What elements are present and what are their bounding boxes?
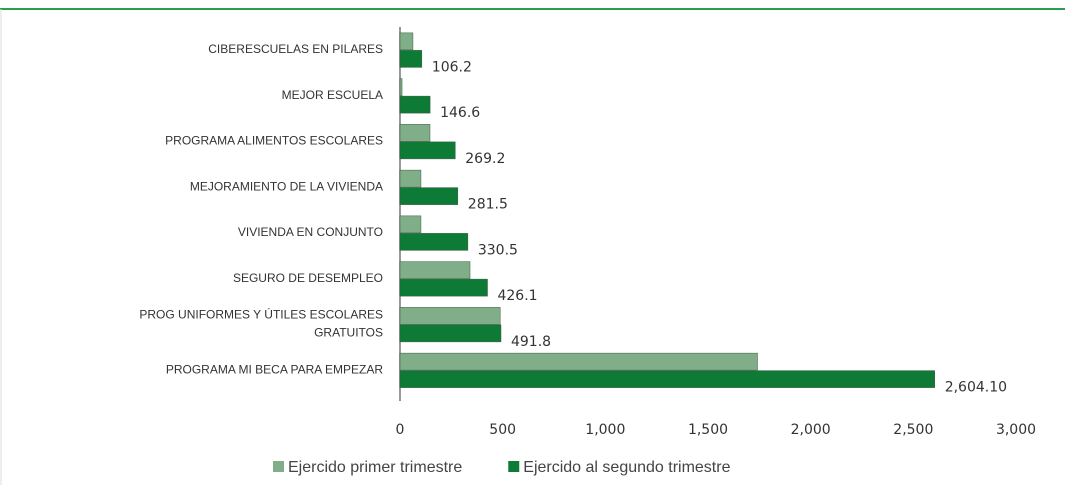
bar (399, 324, 502, 343)
category-label: PROG UNIFORMES Y ÚTILES ESCOLARES GRATUIT… (139, 307, 383, 340)
value-label: 281.5 (468, 197, 508, 213)
category-label: MEJORAMIENTO DE LA VIVIENDA (190, 179, 383, 193)
bar (399, 95, 431, 114)
legend-swatch (273, 461, 284, 472)
x-tick-label: 2,000 (791, 422, 831, 438)
bar (399, 124, 431, 142)
bar (399, 187, 459, 205)
category-label: VIVIENDA EN CONJUNTO (238, 225, 383, 239)
bar (399, 370, 935, 388)
value-label: 491.8 (511, 334, 551, 350)
bar (399, 169, 422, 188)
bar (399, 32, 414, 51)
legend-label: Ejercido al segundo trimestre (523, 459, 730, 476)
category-label: PROGRAMA MI BECA PARA EMPEZAR (166, 362, 383, 376)
category-label: PROGRAMA ALIMENTOS ESCOLARES (165, 134, 383, 148)
bar (399, 215, 422, 234)
x-tick-label: 500 (489, 422, 516, 438)
category-label: SEGURO DE DESEMPLEO (233, 271, 383, 285)
x-tick-label: 1,500 (688, 422, 728, 438)
category-label: CIBERESCUELAS EN PILARES (208, 42, 383, 56)
value-label: 146.6 (440, 105, 480, 121)
bar (399, 261, 471, 279)
bar (399, 278, 488, 297)
bar (399, 50, 423, 68)
value-label: 269.2 (465, 151, 505, 167)
x-tick-label: 2,500 (893, 422, 933, 438)
legend-swatch (508, 461, 520, 472)
bar (399, 78, 403, 96)
x-tick-label: 0 (396, 422, 405, 438)
bar (399, 141, 456, 160)
x-tick-label: 3,000 (996, 422, 1036, 438)
bar (399, 352, 758, 371)
bar (399, 307, 501, 325)
category-label: MEJOR ESCUELA (282, 88, 383, 102)
value-label: 426.1 (497, 288, 537, 304)
value-label: 106.2 (432, 59, 472, 75)
bar (399, 233, 469, 251)
value-label: 2,604.10 (945, 380, 1007, 396)
legend-label: Ejercido primer trimestre (288, 459, 462, 476)
value-label: 330.5 (478, 242, 518, 258)
x-tick-label: 1,000 (585, 422, 625, 438)
